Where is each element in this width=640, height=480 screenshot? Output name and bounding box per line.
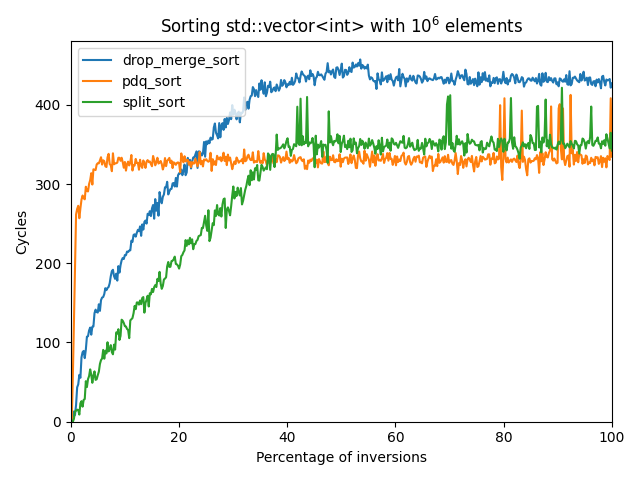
drop_merge_sort xyxy=(325,70,333,75)
drop_merge_sort xyxy=(513,72,520,77)
pdq_sort xyxy=(597,153,605,159)
split_sort xyxy=(511,143,519,149)
pdq_sort xyxy=(325,162,333,168)
Y-axis label: Cycles: Cycles xyxy=(15,209,29,254)
pdq_sort xyxy=(511,157,519,163)
drop_merge_sort xyxy=(328,68,336,74)
split_sort xyxy=(325,108,333,114)
X-axis label: Percentage of inversions: Percentage of inversions xyxy=(256,451,427,465)
drop_merge_sort xyxy=(356,57,364,62)
pdq_sort xyxy=(361,148,369,154)
pdq_sort xyxy=(68,419,76,425)
drop_merge_sort xyxy=(68,419,76,425)
Line: split_sort: split_sort xyxy=(70,88,612,422)
split_sort xyxy=(69,419,77,425)
split_sort xyxy=(328,139,336,145)
split_sort xyxy=(390,141,397,147)
Line: drop_merge_sort: drop_merge_sort xyxy=(70,60,612,422)
drop_merge_sort xyxy=(597,85,605,91)
drop_merge_sort xyxy=(608,81,616,86)
Legend: drop_merge_sort, pdq_sort, split_sort: drop_merge_sort, pdq_sort, split_sort xyxy=(77,48,245,116)
split_sort xyxy=(558,85,566,91)
split_sort xyxy=(608,148,616,154)
split_sort xyxy=(67,417,74,423)
pdq_sort xyxy=(328,157,336,163)
drop_merge_sort xyxy=(362,64,369,70)
split_sort xyxy=(597,145,605,151)
drop_merge_sort xyxy=(391,78,399,84)
drop_merge_sort xyxy=(67,417,74,423)
Title: Sorting std::vector<int> with $10^6$ elements: Sorting std::vector<int> with $10^6$ ele… xyxy=(160,15,523,39)
pdq_sort xyxy=(567,92,575,98)
split_sort xyxy=(361,146,369,152)
pdq_sort xyxy=(608,154,616,160)
pdq_sort xyxy=(390,158,397,164)
pdq_sort xyxy=(67,418,74,423)
Line: pdq_sort: pdq_sort xyxy=(70,95,612,422)
